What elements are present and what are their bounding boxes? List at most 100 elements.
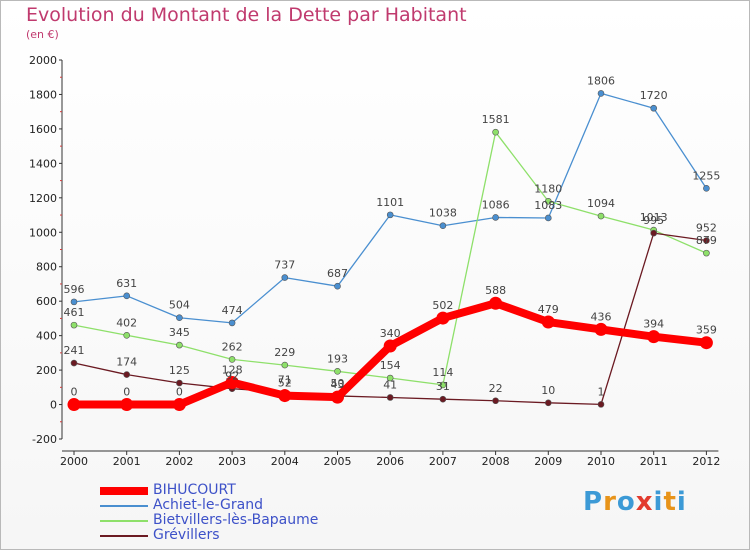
- x-tick-label: 2002: [165, 455, 193, 468]
- y-tick-label: 1000: [29, 226, 57, 239]
- data-point: [703, 249, 710, 257]
- data-label: 1094: [587, 197, 615, 210]
- data-point: [541, 315, 555, 329]
- data-label: 1: [598, 385, 605, 398]
- logo-letter: i: [653, 487, 664, 517]
- x-tick-label: 2009: [534, 455, 562, 468]
- logo-letter: i: [676, 487, 687, 517]
- data-point: [703, 237, 710, 244]
- data-label: 631: [116, 277, 137, 290]
- x-tick-label: 2004: [271, 455, 299, 468]
- legend-label: Bietvillers-lès-Bapaume: [153, 512, 319, 528]
- data-point: [386, 374, 394, 382]
- proxiti-logo: Proxiti: [583, 487, 687, 517]
- data-label: 193: [327, 352, 348, 365]
- data-label: 43: [331, 378, 345, 391]
- data-label: 1101: [376, 196, 404, 209]
- data-point: [123, 292, 130, 300]
- x-tick-label: 2005: [324, 455, 352, 468]
- data-label: 687: [327, 267, 348, 280]
- logo-letter: t: [663, 487, 677, 517]
- x-tick-label: 2003: [218, 455, 246, 468]
- y-tick-label: 800: [36, 261, 57, 274]
- logo-letter: x: [635, 487, 654, 517]
- data-point: [703, 185, 710, 192]
- data-point: [176, 341, 183, 349]
- data-point: [544, 197, 552, 205]
- legend-swatch: [100, 487, 148, 495]
- y-tick-label: 1600: [29, 123, 57, 136]
- data-label: 41: [383, 378, 397, 391]
- data-point: [594, 322, 608, 336]
- data-label: 474: [222, 304, 243, 317]
- data-label: 0: [123, 386, 130, 399]
- data-point: [597, 401, 605, 408]
- legend-label: Achiet-le-Grand: [153, 497, 263, 513]
- data-label: 995: [643, 214, 664, 227]
- data-label: 1038: [429, 207, 457, 220]
- x-tick-label: 2008: [482, 455, 510, 468]
- data-point: [176, 314, 183, 322]
- data-label: 596: [64, 283, 85, 296]
- data-point: [386, 211, 394, 219]
- data-label: 10: [541, 384, 555, 397]
- data-point: [70, 359, 78, 367]
- data-point: [228, 319, 236, 327]
- data-label: 174: [116, 356, 137, 369]
- y-tick-label: 1400: [29, 157, 57, 170]
- data-point: [439, 395, 447, 403]
- legend-swatch: [100, 535, 148, 537]
- data-label: 154: [380, 359, 401, 372]
- data-point: [281, 274, 289, 281]
- data-label: 1086: [482, 198, 510, 211]
- x-tick-label: 2000: [60, 455, 88, 468]
- data-label: 879: [696, 234, 717, 247]
- data-point: [439, 381, 447, 389]
- data-point: [647, 330, 661, 344]
- legend-swatch: [100, 520, 148, 522]
- x-tick-label: 2006: [376, 455, 404, 468]
- data-point: [120, 398, 134, 412]
- data-label: 0: [176, 386, 183, 399]
- data-point: [544, 399, 552, 407]
- data-point: [492, 214, 499, 221]
- data-label: 402: [116, 316, 137, 329]
- data-point: [436, 311, 450, 325]
- data-label: 50: [331, 377, 345, 390]
- data-point: [699, 336, 713, 350]
- y-tick-label: 2000: [29, 54, 57, 67]
- data-label: 241: [64, 344, 85, 357]
- data-point: [489, 296, 503, 310]
- data-point: [383, 339, 397, 353]
- data-point: [544, 214, 552, 222]
- data-point: [225, 375, 239, 389]
- chart-title: Evolution du Montant de la Dette par Hab…: [26, 4, 467, 26]
- data-label: 952: [696, 222, 717, 235]
- data-label: 125: [169, 364, 190, 377]
- data-point: [492, 397, 499, 405]
- data-point: [172, 398, 186, 412]
- data-label: 22: [489, 382, 503, 395]
- y-tick-label: 400: [36, 330, 57, 343]
- data-label: 461: [64, 306, 85, 319]
- data-label: 340: [380, 327, 401, 340]
- data-label: 1806: [587, 74, 615, 87]
- data-label: 436: [591, 310, 612, 323]
- y-tick-label: -200: [32, 433, 57, 446]
- y-tick-label: 200: [36, 364, 57, 377]
- data-label: 1013: [640, 211, 668, 224]
- data-point: [439, 222, 447, 230]
- data-point: [281, 361, 289, 369]
- legend-label: BIHUCOURT: [153, 482, 236, 498]
- data-label: 1180: [534, 182, 562, 195]
- y-tick-label: 1200: [29, 192, 57, 205]
- data-point: [70, 298, 78, 306]
- data-label: 737: [274, 259, 295, 272]
- data-label: 1720: [640, 89, 668, 102]
- data-point: [597, 90, 605, 97]
- data-label: 114: [432, 366, 453, 379]
- data-label: 128: [222, 363, 243, 376]
- data-label: 359: [696, 324, 717, 337]
